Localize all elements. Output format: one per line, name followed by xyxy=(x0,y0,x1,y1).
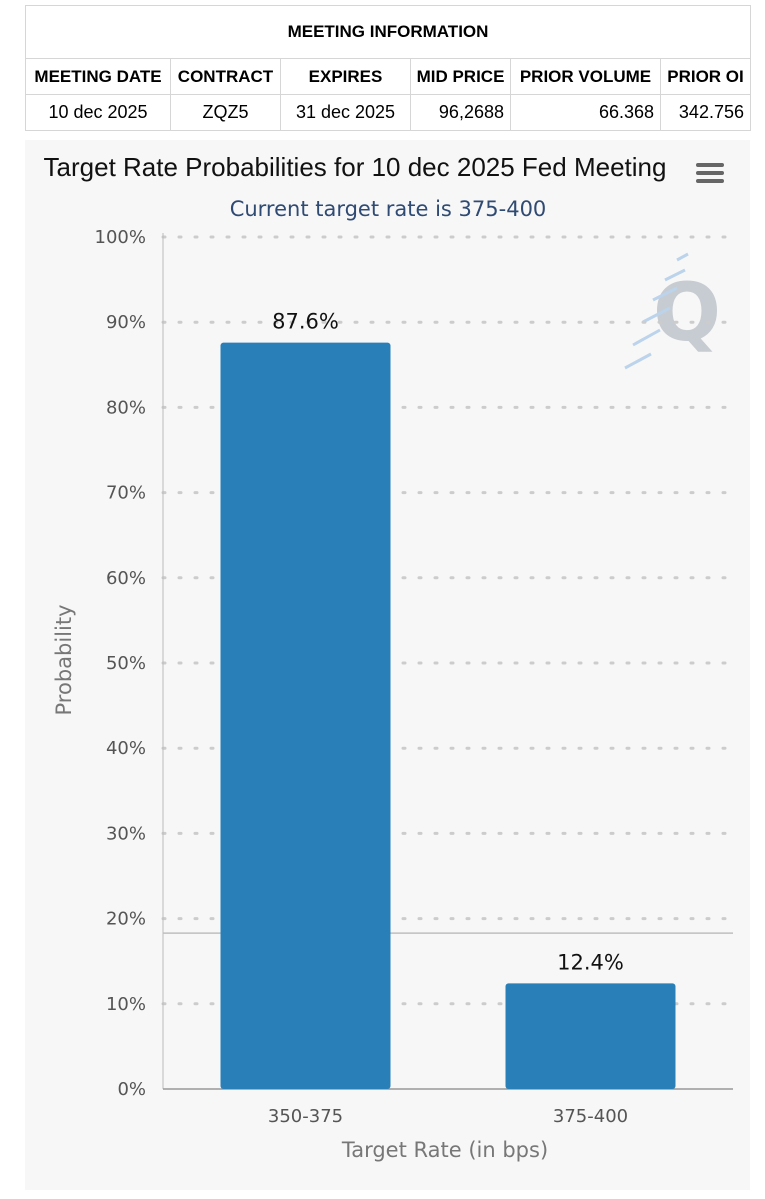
x-axis-label: Target Rate (in bps) xyxy=(341,1138,548,1162)
y-tick-label: 10% xyxy=(106,994,146,1015)
y-tick-label: 30% xyxy=(106,823,146,844)
value-meeting-date: 10 dec 2025 xyxy=(25,94,171,131)
x-tick-label: 375-400 xyxy=(553,1106,628,1127)
header-prior-oi: PRIOR OI xyxy=(660,58,751,95)
meeting-information-title: MEETING INFORMATION xyxy=(25,5,751,59)
y-tick-label: 60% xyxy=(106,568,146,589)
y-axis-ticks: 0% 10% 20% 30% 40% 50% 60% 70% 80% 90% 100% xyxy=(95,227,146,1100)
data-labels: 87.6% 12.4% xyxy=(272,310,624,975)
y-tick-label: 20% xyxy=(106,909,146,930)
header-meeting-date: MEETING DATE xyxy=(25,58,171,95)
value-mid-price: 96,2688 xyxy=(410,94,511,131)
y-tick-label: 0% xyxy=(117,1079,146,1100)
header-prior-volume: PRIOR VOLUME xyxy=(510,58,661,95)
x-tick-label: 350-375 xyxy=(268,1106,343,1127)
chart-panel: Target Rate Probabilities for 10 dec 202… xyxy=(25,140,750,1190)
data-label-350-375: 87.6% xyxy=(272,310,339,334)
value-contract: ZQZ5 xyxy=(170,94,281,131)
y-tick-label: 50% xyxy=(106,653,146,674)
y-tick-label: 70% xyxy=(106,483,146,504)
x-axis-ticks: 350-375 375-400 xyxy=(268,1106,628,1127)
q-logo-icon: Q xyxy=(624,252,721,370)
y-axis-label: Probability xyxy=(52,604,76,715)
bar-350-375[interactable] xyxy=(220,342,391,1089)
y-tick-label: 40% xyxy=(106,738,146,759)
chart-title: Target Rate Probabilities for 10 dec 202… xyxy=(44,152,667,182)
header-contract: CONTRACT xyxy=(170,58,281,95)
y-tick-label: 80% xyxy=(106,397,146,418)
value-prior-oi: 342.756 xyxy=(660,94,751,131)
y-tick-label: 100% xyxy=(95,227,146,248)
chart-subtitle: Current target rate is 375-400 xyxy=(230,197,547,221)
meeting-information-table: MEETING INFORMATION MEETING DATE CONTRAC… xyxy=(25,5,751,131)
header-expires: EXPIRES xyxy=(280,58,411,95)
value-prior-volume: 66.368 xyxy=(510,94,661,131)
data-label-375-400: 12.4% xyxy=(557,950,624,974)
y-tick-label: 90% xyxy=(106,312,146,333)
probability-chart: Target Rate Probabilities for 10 dec 202… xyxy=(44,152,735,1162)
bars xyxy=(220,342,676,1089)
hamburger-menu-icon[interactable] xyxy=(693,162,727,192)
value-expires: 31 dec 2025 xyxy=(280,94,411,131)
header-mid-price: MID PRICE xyxy=(410,58,511,95)
bar-375-400[interactable] xyxy=(505,983,676,1089)
